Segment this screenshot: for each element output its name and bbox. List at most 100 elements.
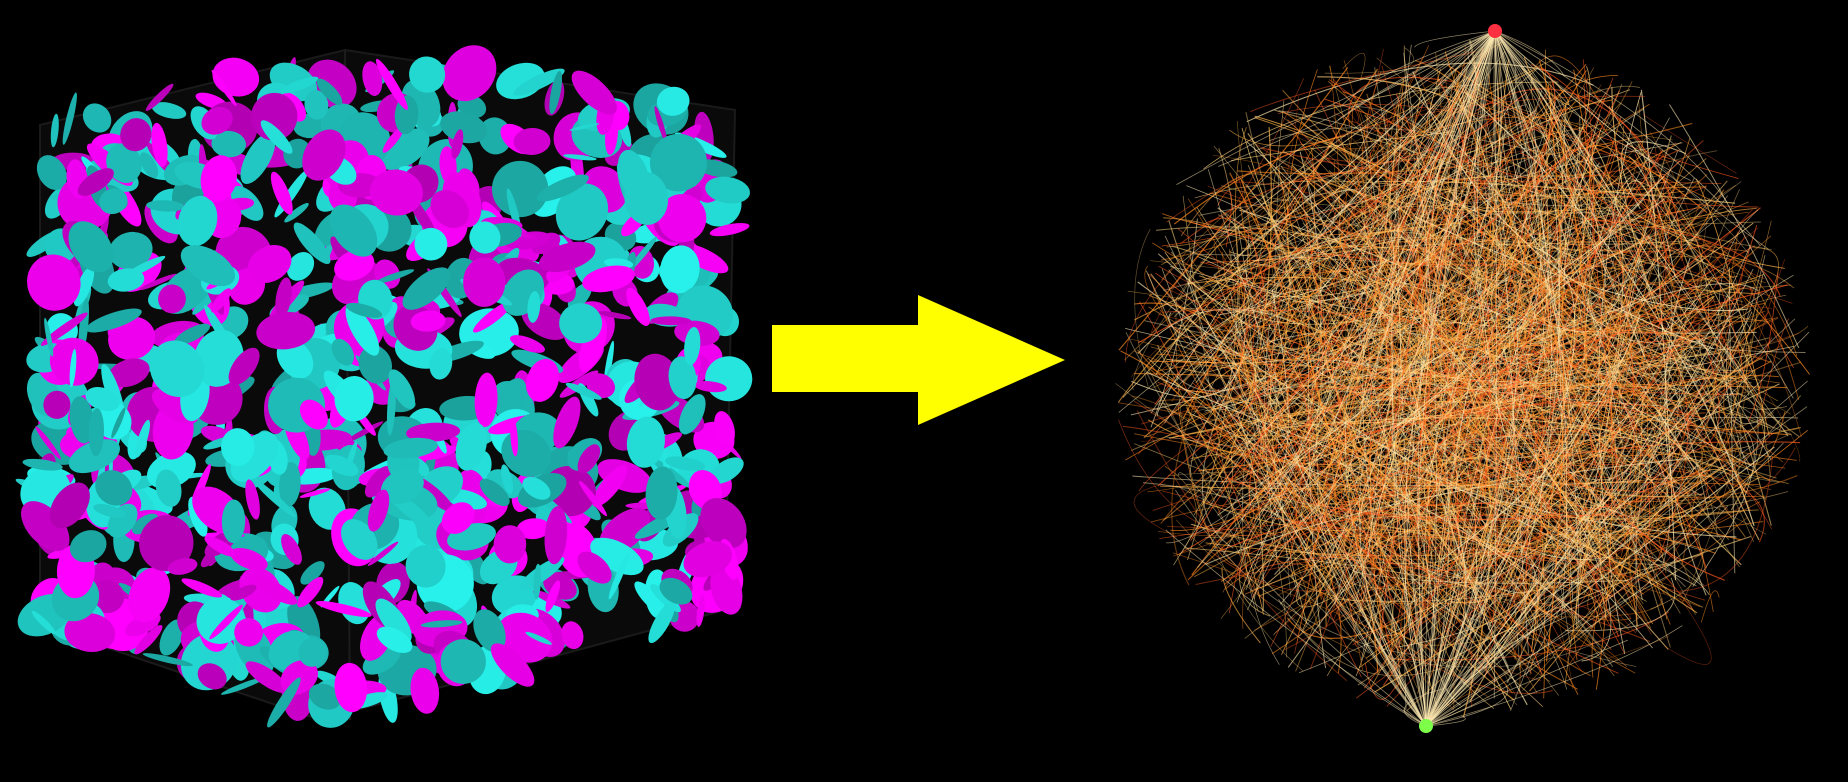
network-edge [1526, 375, 1779, 418]
network-edge [1360, 188, 1493, 602]
disc [22, 458, 63, 471]
network-edge [1574, 267, 1689, 544]
disc [151, 122, 168, 167]
network-edge [1537, 173, 1708, 343]
disc [293, 222, 331, 265]
network-edge [1414, 452, 1673, 614]
network-edge [1597, 377, 1708, 508]
network-edge [1635, 452, 1645, 542]
disc [73, 266, 95, 307]
network-edge [1134, 302, 1243, 386]
network-edge [1168, 269, 1402, 644]
network-edge [1417, 232, 1432, 727]
disc [300, 561, 325, 585]
network-edge [1252, 463, 1650, 544]
disc [201, 106, 233, 135]
network-edge [1361, 71, 1405, 260]
network-edge [1532, 521, 1596, 582]
network-edge [1425, 506, 1466, 727]
network-edge [1554, 280, 1699, 477]
disc [565, 382, 602, 400]
network-edge [1281, 423, 1347, 462]
network-edge [1317, 424, 1379, 673]
disc [561, 621, 584, 650]
network-edge [1279, 409, 1588, 446]
network-edge [1403, 45, 1486, 281]
disc [700, 498, 747, 549]
disc [211, 130, 246, 158]
network-edge [1442, 535, 1751, 665]
disc [27, 254, 81, 311]
network-edge [1543, 225, 1755, 543]
network-edge [1494, 30, 1646, 361]
network-edge [1546, 75, 1749, 254]
network-edge [1237, 30, 1496, 416]
network-edge [1321, 30, 1496, 289]
network-edge [1365, 361, 1597, 659]
network-edge [1503, 565, 1659, 612]
network-edge [1425, 453, 1749, 727]
disc [510, 418, 518, 457]
disc [108, 358, 150, 388]
disc [626, 287, 650, 326]
network-edge [1371, 79, 1556, 353]
disc [111, 407, 126, 439]
network-edge [1568, 488, 1654, 545]
disc [527, 291, 541, 323]
network-edge [1425, 685, 1508, 727]
disc [592, 465, 628, 507]
arrow-shape [772, 295, 1065, 425]
disc [240, 132, 276, 185]
network-edge [1139, 301, 1251, 529]
disc [69, 396, 95, 444]
disc [634, 353, 680, 411]
network-edge [1282, 89, 1654, 381]
network-edge [1639, 563, 1671, 625]
network-edge [1246, 62, 1594, 123]
network-edge [1579, 414, 1652, 582]
network-edge [1163, 217, 1502, 363]
disc [315, 600, 372, 618]
disc [440, 111, 487, 144]
network-edge [1244, 387, 1656, 415]
network-edge [1331, 115, 1474, 285]
disc [343, 421, 384, 444]
disc [36, 155, 67, 191]
disc [82, 103, 112, 133]
network-edge [1212, 233, 1250, 408]
network-edge [1188, 281, 1427, 727]
disc [491, 160, 549, 218]
disc [260, 120, 293, 154]
disc [590, 537, 644, 576]
network-edge [1348, 111, 1664, 458]
network-edge [1150, 218, 1198, 428]
disc [234, 618, 263, 647]
network-edge [1425, 90, 1543, 727]
network-edge [1379, 255, 1422, 629]
network-edge [1244, 453, 1568, 639]
network-edge [1299, 170, 1640, 213]
disc [526, 358, 560, 402]
network-edge [1534, 184, 1707, 501]
disc [252, 478, 297, 518]
network-edge [1749, 287, 1794, 368]
disc [99, 188, 128, 215]
network-edge [1537, 398, 1544, 597]
network-edge [1375, 501, 1502, 579]
network-edge [1210, 551, 1392, 592]
network-edge [1412, 71, 1714, 349]
network-edge [1246, 141, 1580, 518]
network-edge [1273, 360, 1772, 510]
network-edge [1402, 214, 1525, 615]
disc [369, 169, 423, 216]
network-edge [1320, 30, 1496, 520]
network-edge [1164, 355, 1441, 655]
disc [35, 426, 61, 460]
network-edge [1638, 100, 1723, 508]
network-edge [1168, 312, 1251, 360]
network-edge [1583, 325, 1809, 358]
network-edge [1525, 117, 1690, 345]
network-edge [1643, 114, 1737, 174]
disc [329, 204, 378, 257]
disc [577, 551, 612, 584]
